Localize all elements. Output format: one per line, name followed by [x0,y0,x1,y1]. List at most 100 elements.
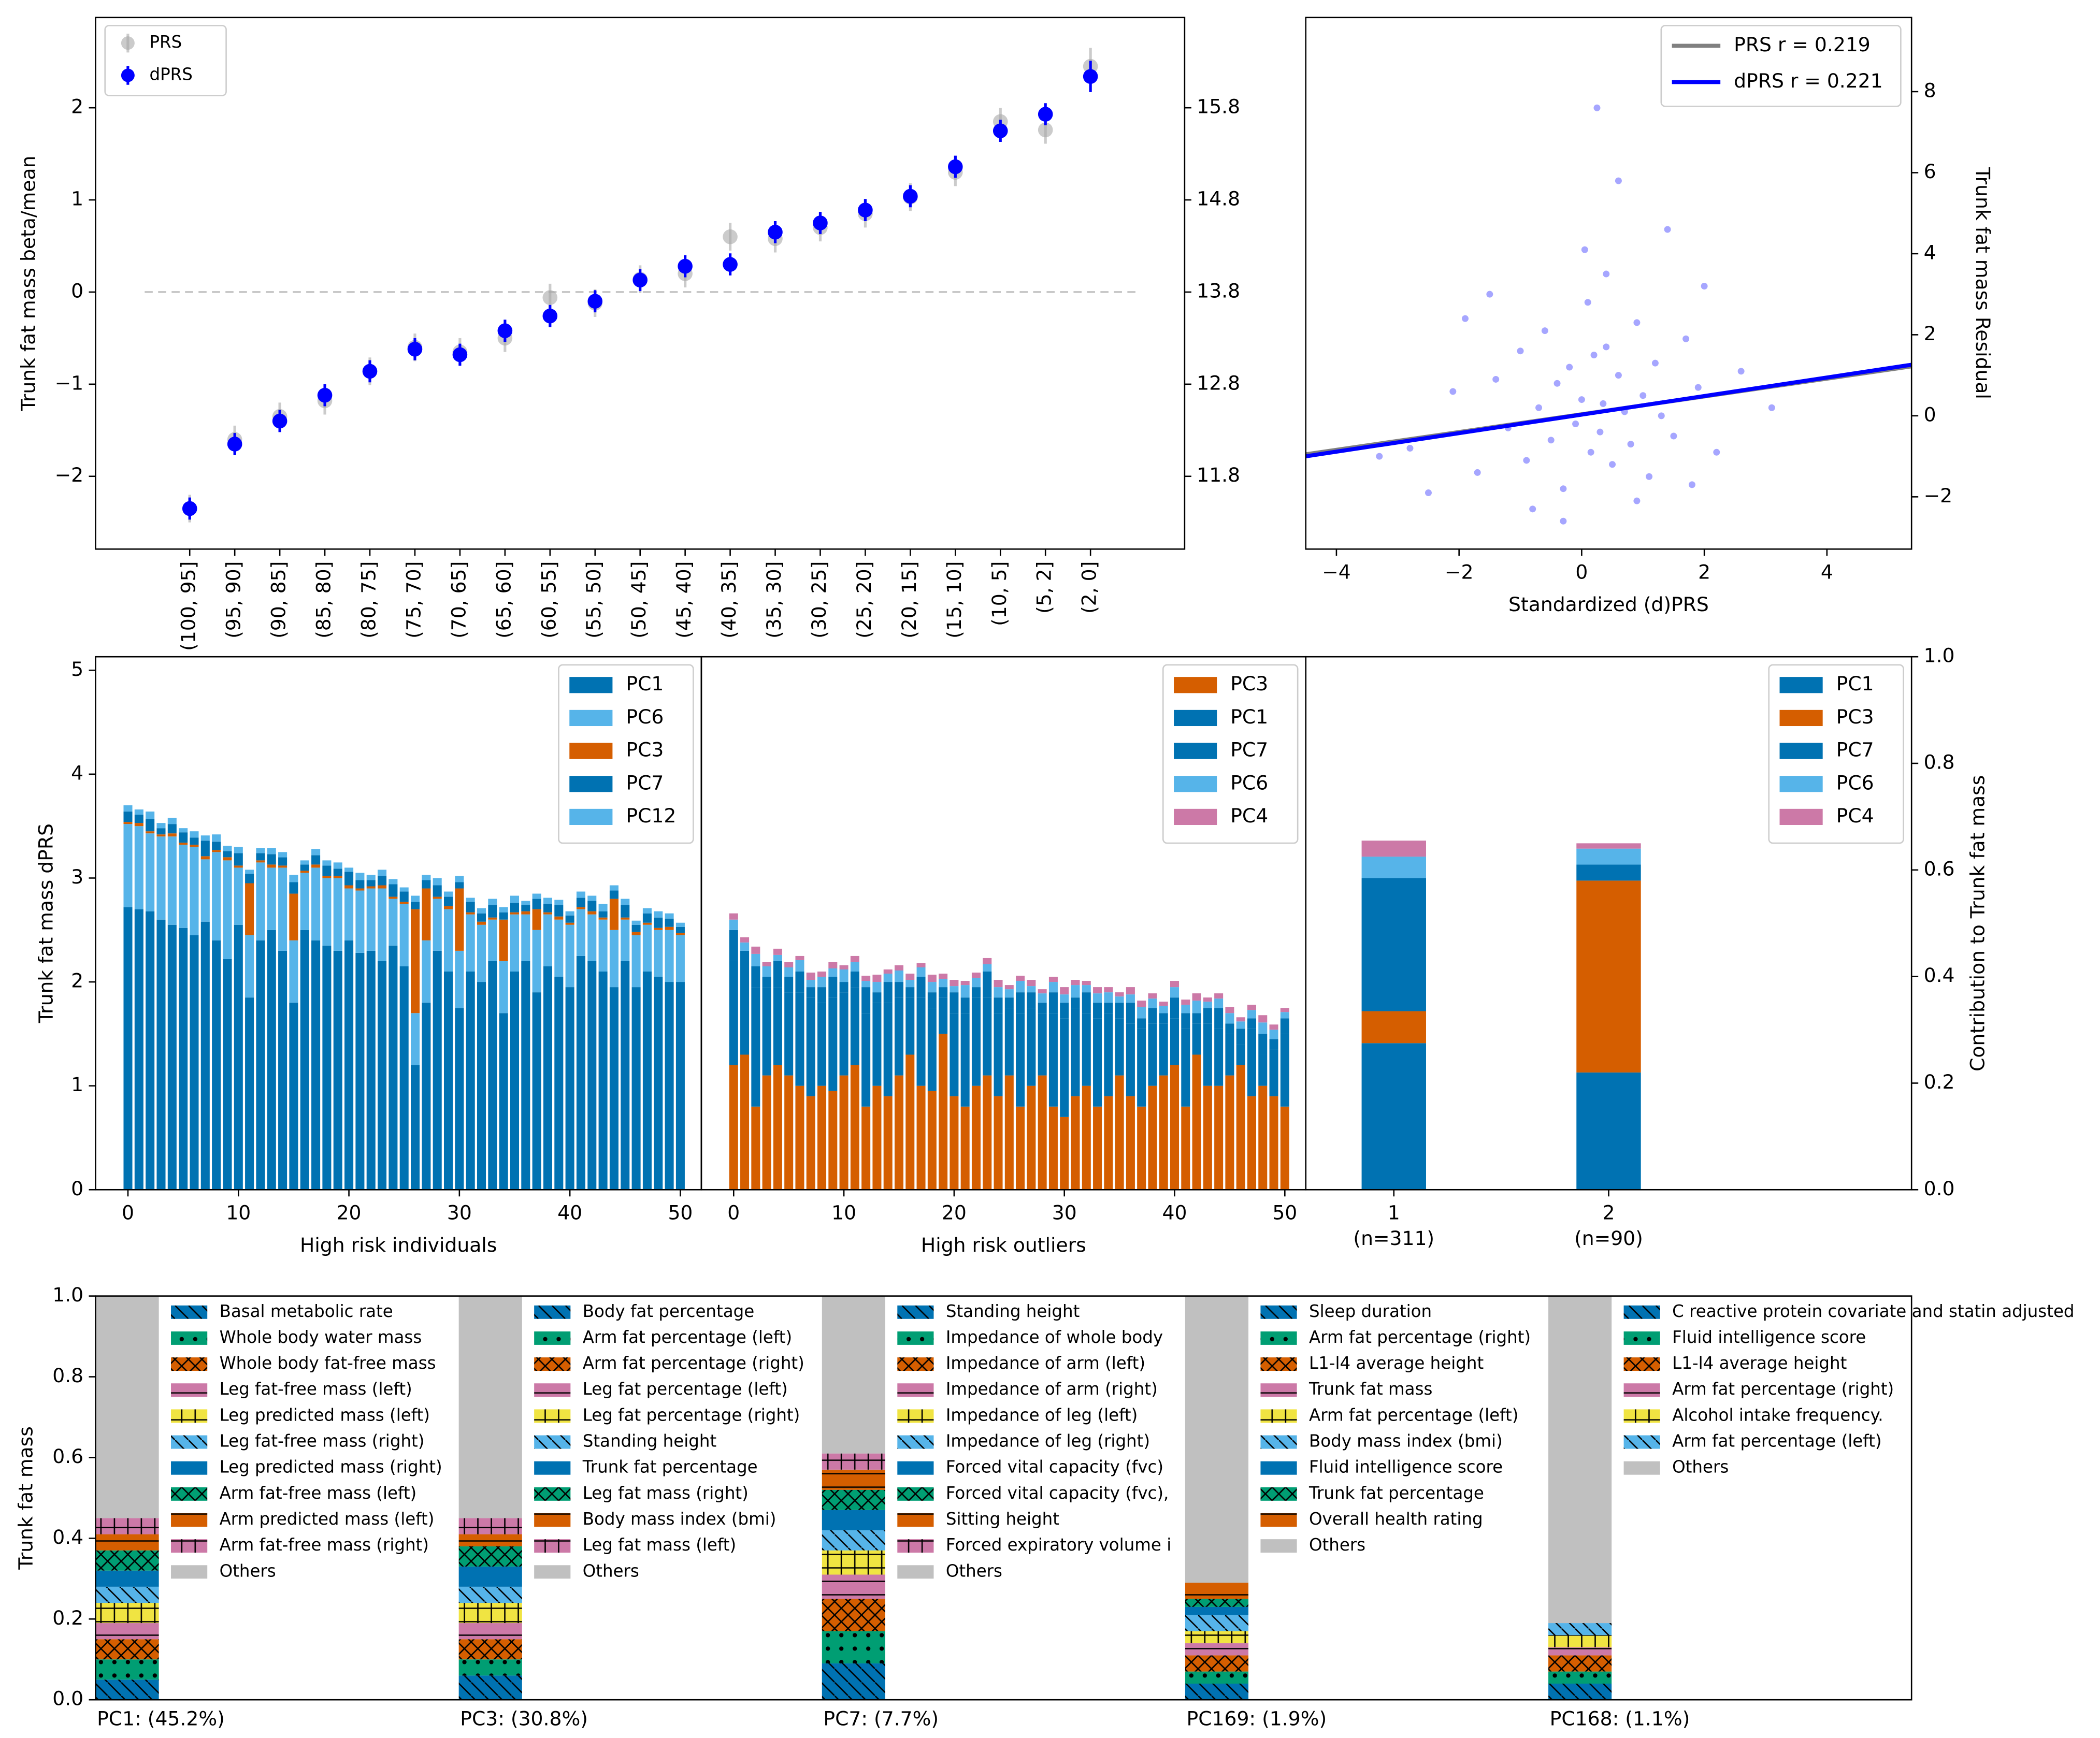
bar-segment [499,961,508,1013]
legend-marker [171,1487,208,1501]
bar-segment [532,930,541,993]
legend-label: Trunk fat mass [1308,1379,1432,1399]
legend-label: dPRS r = 0.221 [1734,69,1883,92]
bar-segment [1225,1023,1234,1034]
bar-segment [278,950,287,1190]
group-title: PC1: (45.2%) [97,1707,225,1730]
bar-segment [167,818,177,824]
bar-segment [1038,1075,1047,1190]
point [1615,177,1622,184]
bar-segment [1203,1002,1212,1008]
legend-label: Basal metabolic rate [220,1301,393,1321]
legend-label: L1-l4 average height [1309,1353,1484,1373]
x-tick-label: (75, 70] [402,561,425,639]
bar-segment [411,1065,420,1190]
bar-segment [939,987,948,998]
x-tick-label: 40 [557,1201,582,1224]
bar-segment [654,911,663,918]
bar-segment [521,911,530,915]
bar-segment [322,945,332,1190]
legend-label: Leg fat-free mass (left) [220,1379,412,1399]
bar-segment [939,974,948,979]
bar-segment [146,833,155,911]
bar-segment [598,911,608,918]
legend-marker [1779,743,1823,759]
bar-segment [223,959,232,1190]
bar-segment [488,905,497,918]
bar-segment [1361,1043,1426,1190]
bar-segment [477,924,486,982]
x-tick-note: (n=90) [1574,1227,1643,1250]
point [858,202,873,218]
legend-marker [171,1305,208,1319]
point [452,347,468,363]
bar-segment [344,885,354,889]
legend-box [1660,25,1902,107]
bar-segment [1258,1022,1268,1034]
point [362,364,378,379]
point [1376,453,1383,460]
point [632,272,648,288]
bar-segment [784,992,794,1076]
legend-label: Alcohol intake frequency. [1672,1405,1883,1425]
bar-segment [894,965,904,971]
legend-label: Arm fat percentage (right) [583,1353,804,1373]
legend-marker [1174,776,1217,792]
point [1633,319,1641,326]
bar-segment [939,979,948,988]
point [1603,270,1610,278]
point [1639,392,1647,399]
bar-segment [95,1639,159,1660]
bar-segment [729,961,738,1065]
legend-marker [897,1305,934,1319]
legend-marker [534,1331,571,1345]
x-tick-label: 10 [226,1201,251,1224]
bar-segment [212,834,221,842]
bar-segment [1185,1684,1249,1700]
legend-label: dPRS [149,65,192,84]
bar-segment [256,853,265,861]
bar-segment [1148,1085,1157,1190]
bar-segment [95,1534,159,1551]
bar-segment [433,896,442,899]
bar-segment [675,922,685,927]
bar-segment [1181,1000,1190,1005]
bar-segment [927,975,937,982]
bar-segment [861,987,871,1013]
bar-segment [389,945,398,1190]
x-tick-label: (80, 75] [357,561,380,639]
legend-marker [171,1357,208,1371]
x-tick-label: (55, 50] [582,561,605,639]
legend-marker [534,1383,571,1397]
bar-segment [245,935,254,998]
point [1603,343,1610,351]
legend-label: Sitting height [946,1509,1059,1529]
y-tick-label: 2 [71,969,83,992]
bar-segment [654,917,663,928]
legend-marker [534,1461,571,1475]
legend-marker [1260,1383,1297,1397]
bar-segment [1258,1085,1268,1190]
y-tick-label: 3 [71,865,83,888]
bar-segment [822,1663,885,1700]
y-tick-label: 4 [1924,241,1936,264]
bar-segment [322,876,332,878]
legend-label: PC1 [1230,705,1268,728]
point [1737,368,1745,375]
bar-segment [822,1631,885,1664]
bar-segment [1004,985,1014,990]
bar-segment [532,893,541,899]
legend-label: PC3 [626,738,664,761]
bar-segment [916,1085,926,1190]
group-title: PC7: (7.7%) [823,1707,939,1730]
point [497,323,513,338]
legend-marker [1779,776,1823,792]
y-tick-label: 15.8 [1197,95,1240,118]
x-tick-label: 20 [337,1201,362,1224]
bar-segment [190,837,199,845]
bar-segment [543,904,553,913]
bar-segment [1016,1106,1025,1190]
bar-segment [422,940,431,1003]
bar-segment [927,1008,937,1091]
